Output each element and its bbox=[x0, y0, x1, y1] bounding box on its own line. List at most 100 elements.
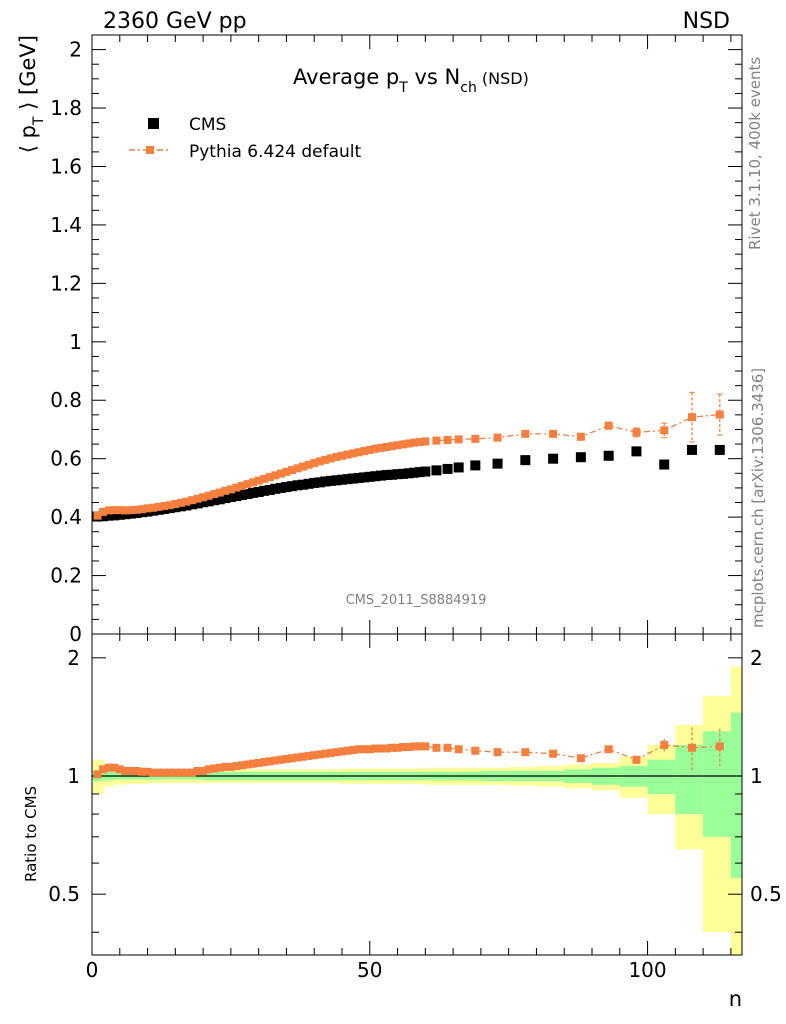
main-y-tick-label: 1.4 bbox=[50, 213, 82, 237]
pythia-point bbox=[399, 440, 408, 449]
ratio-pythia-point bbox=[421, 742, 430, 751]
plot-title-sub1: T bbox=[398, 80, 408, 96]
main-y-tick-label: 0.8 bbox=[50, 388, 82, 412]
header-process-label: NSD bbox=[683, 9, 730, 34]
ratio-pythia-point bbox=[299, 752, 308, 761]
cms-point bbox=[381, 470, 392, 481]
cms-point bbox=[114, 509, 125, 520]
ratio-pythia-point bbox=[354, 745, 363, 754]
cms-point bbox=[242, 489, 253, 500]
side-rivet-label: Rivet 3.1.10, 400k events bbox=[746, 57, 764, 250]
ratio-pythia-point bbox=[404, 743, 413, 752]
pythia-point bbox=[238, 481, 246, 490]
pythia-point bbox=[104, 506, 113, 515]
pythia-point bbox=[604, 421, 613, 430]
cms-point bbox=[370, 471, 381, 482]
pythia-point bbox=[354, 448, 363, 457]
cms-point bbox=[231, 491, 242, 502]
pythia-point bbox=[660, 426, 669, 435]
pythia-point bbox=[193, 494, 202, 503]
main-y-tick-label: 1.2 bbox=[50, 271, 82, 295]
main-y-tick-label: 1.8 bbox=[50, 96, 82, 120]
ratio-pythia-point bbox=[260, 758, 269, 767]
cms-point bbox=[431, 465, 442, 476]
ratio-pythia-point bbox=[199, 766, 208, 775]
ratio-pythia-point bbox=[471, 746, 480, 755]
ratio-pythia-point bbox=[688, 743, 696, 752]
ratio-pythia-point bbox=[99, 765, 108, 774]
cms-point bbox=[414, 467, 425, 478]
ratio-pythia-point bbox=[154, 768, 163, 777]
plot-title-mid: vs N bbox=[408, 65, 460, 89]
ratio-plot-frame bbox=[91, 633, 743, 956]
ratio-pythia-point bbox=[93, 770, 102, 779]
main-y-axis-label: ⟨ pT ⟩ [GeV] bbox=[16, 35, 47, 153]
pythia-point bbox=[99, 507, 108, 516]
pythia-point bbox=[521, 429, 530, 438]
cms-point bbox=[387, 469, 397, 480]
pythia-point bbox=[138, 505, 146, 514]
cms-point bbox=[253, 486, 264, 497]
ratio-pythia-point bbox=[604, 745, 613, 754]
cms-point bbox=[603, 450, 614, 461]
analysis-watermark: CMS_2011_S8884919 bbox=[346, 593, 487, 608]
ratio-pythia-point bbox=[121, 766, 130, 775]
ratio-pythia-point bbox=[388, 743, 396, 752]
cms-point bbox=[331, 475, 342, 486]
cms-point bbox=[348, 473, 359, 484]
pythia-point bbox=[376, 443, 385, 452]
ratio-pythia-point bbox=[343, 746, 352, 755]
cms-point bbox=[292, 480, 303, 491]
pythia-point bbox=[393, 441, 402, 450]
main-y-label-right: ⟩ [GeV] bbox=[16, 35, 40, 117]
main-y-tick-label: 0.6 bbox=[50, 447, 82, 471]
ratio-pythia-point bbox=[104, 763, 113, 772]
cms-point bbox=[309, 477, 320, 488]
x-axis-label: n bbox=[729, 987, 742, 1011]
cms-point bbox=[442, 463, 453, 474]
pythia-point bbox=[388, 442, 396, 451]
cms-point bbox=[325, 475, 336, 486]
ratio-pythia-point bbox=[288, 754, 296, 763]
pythia-point bbox=[282, 467, 291, 476]
pythia-point bbox=[326, 454, 335, 463]
cms-point bbox=[248, 487, 259, 498]
pythia-point bbox=[293, 464, 302, 473]
ratio-y-tick-label-right: 1 bbox=[750, 764, 763, 788]
ratio-pythia-point bbox=[271, 756, 280, 765]
ratio-pythia-point bbox=[176, 768, 185, 777]
pythia-point bbox=[165, 501, 174, 510]
cms-point bbox=[520, 455, 531, 466]
cms-point bbox=[264, 484, 275, 495]
ratio-pythia-point bbox=[315, 750, 324, 759]
main-plot-area bbox=[92, 35, 742, 634]
pythia-point bbox=[332, 452, 341, 461]
ratio-pythia-point bbox=[410, 742, 419, 751]
ratio-pythia-point bbox=[304, 751, 313, 760]
ratio-pythia-point bbox=[188, 768, 196, 777]
pythia-point bbox=[632, 428, 641, 437]
cms-point bbox=[98, 511, 109, 522]
cms-point bbox=[714, 444, 725, 455]
pythia-point bbox=[199, 493, 208, 502]
cms-point bbox=[298, 479, 309, 490]
ratio-pythia-point bbox=[365, 745, 374, 754]
ratio-y-tick-label: 0.5 bbox=[48, 882, 80, 906]
plot-title-sub2: ch bbox=[460, 80, 477, 96]
ratio-pythia-point bbox=[254, 758, 263, 767]
pythia-point bbox=[126, 506, 135, 515]
pythia-point bbox=[254, 476, 263, 485]
pythia-point bbox=[176, 498, 185, 507]
main-series-layer bbox=[92, 391, 725, 522]
ratio-pythia-point bbox=[193, 766, 202, 775]
ratio-pythia-point bbox=[454, 745, 463, 754]
cms-point bbox=[225, 491, 236, 502]
pythia-point bbox=[249, 478, 258, 487]
main-y-tick-label: 0.2 bbox=[50, 564, 82, 588]
cms-point bbox=[281, 482, 292, 493]
pythia-point bbox=[410, 438, 419, 447]
cms-point bbox=[575, 452, 586, 463]
cms-point bbox=[270, 483, 281, 494]
pythia-point bbox=[493, 433, 502, 442]
cms-point bbox=[492, 458, 503, 469]
